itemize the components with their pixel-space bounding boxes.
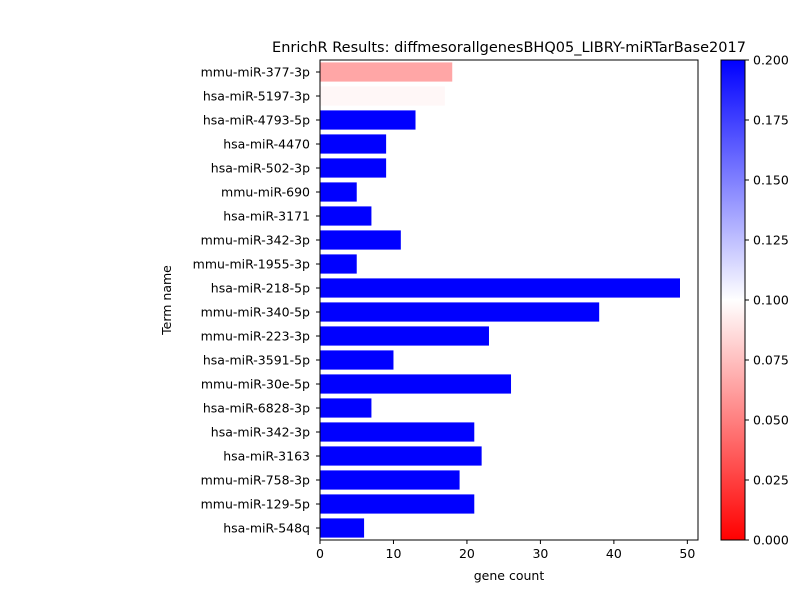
bar-hsa-miR-5197-3p: [320, 86, 445, 106]
y-tick-label: hsa-miR-548q: [223, 521, 310, 536]
colorbar-tick-layer: 0.000 0.025 0.050 0.075 0.100 0.125 0.150 0.175…: [745, 53, 789, 548]
bar-hsa-miR-548q: [320, 518, 365, 538]
colorbar: [720, 59, 746, 541]
y-tick-label: mmu-miR-377-3p: [201, 65, 310, 80]
y-tick-label: hsa-miR-3163: [223, 449, 310, 464]
bar-mmu-miR-1955-3p: [320, 254, 357, 274]
colorbar-tick-label: 0.150: [753, 173, 789, 188]
y-tick-label: mmu-miR-340-5p: [201, 305, 310, 320]
y-tick-label: hsa-miR-502-3p: [211, 161, 310, 176]
bar-hsa-miR-3171: [320, 206, 372, 226]
x-tick-layer: 0 10 20 30 40 50: [316, 540, 695, 561]
bar-hsa-miR-3163: [320, 446, 482, 466]
x-tick-label: 30: [532, 546, 548, 561]
colorbar-tick-label: 0.050: [753, 413, 789, 428]
y-tick-label: mmu-miR-342-3p: [201, 233, 310, 248]
colorbar-tick-label: 0.175: [753, 113, 789, 128]
bar-hsa-miR-4793-5p: [320, 110, 416, 130]
y-tick-label: hsa-miR-6828-3p: [203, 401, 310, 416]
colorbar-tick-label: 0.125: [753, 233, 789, 248]
bar-mmu-miR-377-3p: [320, 62, 453, 82]
x-tick-label: 40: [606, 546, 622, 561]
x-tick-label: 0: [316, 546, 324, 561]
bar-mmu-miR-223-3p: [320, 326, 489, 346]
y-tick-label: mmu-miR-690: [221, 185, 310, 200]
bar-mmu-miR-30e-5p: [320, 374, 512, 394]
bar-hsa-miR-6828-3p: [320, 398, 372, 418]
bar-hsa-miR-502-3p: [320, 158, 387, 178]
colorbar-tick-label: 0.000: [753, 533, 789, 548]
plot-frame: [319, 59, 699, 541]
chart-title: EnrichR Results: diffmesorallgenesBHQ05_…: [272, 40, 746, 56]
y-tick-label: mmu-miR-223-3p: [201, 329, 310, 344]
x-tick-label: 20: [459, 546, 475, 561]
y-tick-label: hsa-miR-4793-5p: [203, 113, 310, 128]
y-tick-label: hsa-miR-3171: [223, 209, 310, 224]
y-tick-label: mmu-miR-1955-3p: [193, 257, 310, 272]
bar-hsa-miR-218-5p: [320, 278, 680, 298]
bar-mmu-miR-340-5p: [320, 302, 600, 322]
y-tick-label: hsa-miR-5197-3p: [203, 89, 310, 104]
bar-hsa-miR-3591-5p: [320, 350, 394, 370]
bar-mmu-miR-342-3p: [320, 230, 401, 250]
y-tick-label: mmu-miR-129-5p: [201, 497, 310, 512]
bar-mmu-miR-758-3p: [320, 470, 460, 490]
colorbar-tick-label: 0.025: [753, 473, 789, 488]
colorbar-tick-label: 0.075: [753, 353, 789, 368]
y-tick-label: hsa-miR-218-5p: [211, 281, 310, 296]
bars-layer: [320, 62, 680, 538]
bar-mmu-miR-129-5p: [320, 494, 475, 514]
x-tick-label: 10: [386, 546, 402, 561]
y-tick-layer: mmu-miR-377-3p hsa-miR-5197-3p hsa-miR-479…: [193, 65, 320, 536]
colorbar-tick-label: 0.100: [753, 293, 789, 308]
y-tick-label: hsa-miR-342-3p: [211, 425, 310, 440]
x-tick-label: 50: [679, 546, 695, 561]
bar-mmu-miR-690: [320, 182, 357, 202]
y-tick-label: hsa-miR-4470: [223, 137, 310, 152]
y-axis-label: Term name: [159, 265, 174, 336]
bar-hsa-miR-4470: [320, 134, 387, 154]
colorbar-tick-label: 0.200: [753, 53, 789, 68]
y-tick-label: mmu-miR-758-3p: [201, 473, 310, 488]
x-axis-label: gene count: [474, 568, 545, 583]
y-tick-label: mmu-miR-30e-5p: [201, 377, 310, 392]
y-tick-label: hsa-miR-3591-5p: [203, 353, 310, 368]
bar-hsa-miR-342-3p: [320, 422, 475, 442]
